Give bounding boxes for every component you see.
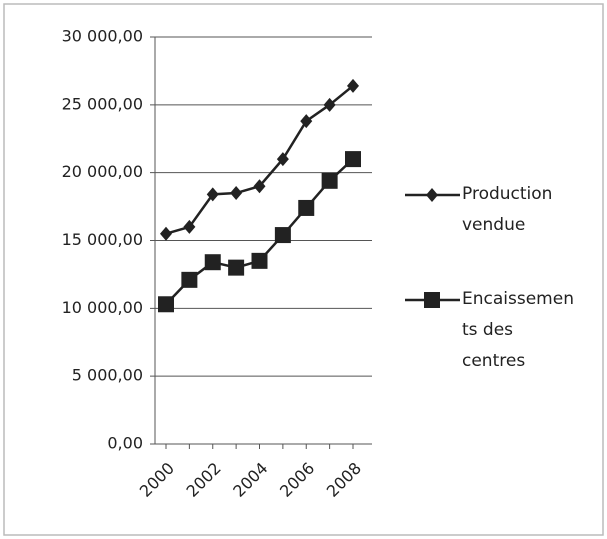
marker — [160, 226, 172, 241]
marker — [274, 227, 291, 244]
legend-label: Encaissements des centres — [462, 289, 574, 371]
marker — [298, 199, 315, 216]
y-tick-label: 10 000,00 — [62, 298, 143, 317]
y-tick-label: 20 000,00 — [62, 162, 143, 181]
marker — [300, 114, 313, 129]
marker — [206, 187, 219, 202]
marker — [183, 219, 196, 234]
marker — [321, 172, 338, 189]
legend-label: Production vendue — [462, 184, 553, 235]
marker — [253, 179, 266, 194]
marker — [426, 188, 438, 202]
marker — [181, 271, 198, 288]
marker — [251, 252, 268, 269]
marker — [347, 78, 359, 93]
y-tick-label: 25 000,00 — [62, 94, 143, 113]
marker — [230, 186, 243, 201]
marker — [424, 292, 440, 308]
marker — [228, 259, 245, 276]
y-tick-label: 5 000,00 — [72, 366, 143, 385]
marker — [204, 254, 221, 271]
marker — [276, 152, 289, 167]
marker — [323, 97, 336, 112]
y-tick-label: 15 000,00 — [62, 230, 143, 249]
y-tick-label: 30 000,00 — [62, 27, 143, 46]
frame — [3, 3, 604, 536]
marker — [345, 151, 361, 168]
marker — [158, 296, 174, 313]
y-tick-label: 0,00 — [107, 434, 143, 453]
